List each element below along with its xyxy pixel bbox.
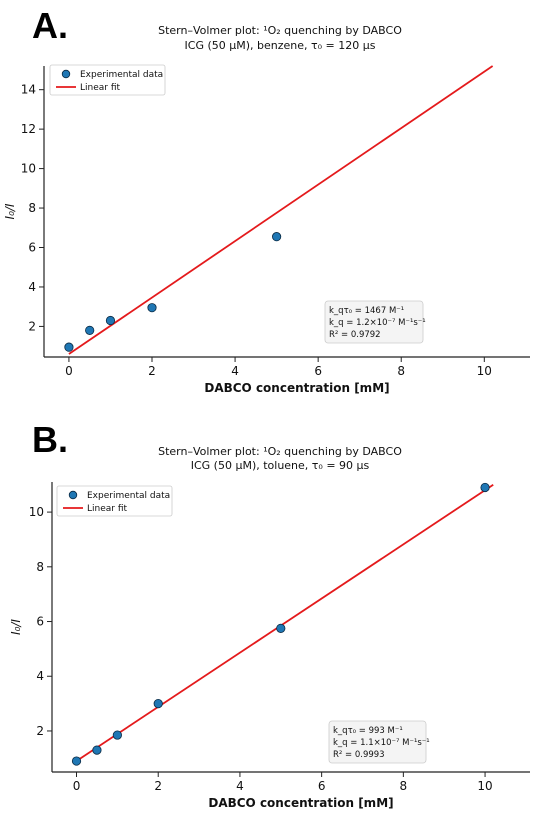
annotation-line: R² = 0.9993	[333, 750, 385, 760]
chart-panel-b: B. Stern–Volmer plot: ¹O₂ quenching by DA…	[9, 419, 530, 810]
y-tick-label: 6	[28, 241, 36, 255]
chart-subtitle: ICG (50 μM), toluene, τ₀ = 90 μs	[191, 459, 370, 472]
legend-box	[56, 485, 173, 517]
data-point	[272, 232, 282, 242]
x-tick-label: 10	[477, 779, 492, 793]
x-axis-label: DABCO concentration [mM]	[208, 796, 393, 810]
x-tick-label: 10	[477, 364, 492, 378]
legend-label-fit: Linear fit	[87, 504, 128, 514]
annotation-background	[324, 300, 424, 344]
data-point	[92, 745, 102, 755]
legend: Experimental data Linear fit	[49, 64, 166, 96]
panel-label: A.	[32, 5, 68, 46]
y-tick-label: 4	[36, 669, 44, 683]
x-tick-label: 8	[397, 364, 405, 378]
data-point	[64, 342, 74, 352]
x-tick-label: 0	[73, 779, 81, 793]
annotation-line: k_qτ₀ = 1467 M⁻¹	[329, 306, 404, 316]
legend-label-points: Experimental data	[80, 70, 163, 80]
annotation-line: k_q = 1.2×10⁻⁷ M⁻¹s⁻¹	[329, 318, 426, 328]
legend: Experimental data Linear fit	[56, 485, 173, 517]
y-tick-label: 10	[29, 505, 44, 519]
data-point	[71, 756, 82, 766]
y-tick-label: 8	[28, 201, 36, 215]
data-point	[105, 315, 116, 326]
y-tick-label: 8	[36, 560, 44, 574]
x-tick-label: 4	[231, 364, 239, 378]
legend-label-fit: Linear fit	[80, 83, 121, 93]
data-point	[480, 482, 490, 493]
legend-label-points: Experimental data	[87, 491, 170, 501]
data-point	[85, 325, 95, 335]
chart-title: Stern–Volmer plot: ¹O₂ quenching by DABC…	[158, 445, 402, 458]
y-tick-label: 2	[28, 319, 36, 333]
x-tick-label: 8	[400, 779, 408, 793]
annotation-box: k_qτ₀ = 993 M⁻¹ k_q = 1.1×10⁻⁷ M⁻¹s⁻¹ R² =…	[328, 720, 430, 764]
x-tick-label: 2	[148, 364, 156, 378]
fit-line	[68, 65, 494, 355]
legend-marker-points	[68, 490, 78, 500]
annotation-line: k_q = 1.1×10⁻⁷ M⁻¹s⁻¹	[333, 738, 430, 748]
panel-label: B.	[32, 419, 68, 460]
y-tick-label: 2	[36, 724, 44, 738]
x-tick-label: 2	[154, 779, 162, 793]
y-tick-label: 12	[21, 122, 36, 136]
y-axis-label: I₀/I	[3, 203, 17, 219]
y-tick-label: 10	[21, 162, 36, 176]
chart-subtitle: ICG (50 μM), benzene, τ₀ = 120 μs	[185, 39, 376, 52]
x-tick-label: 6	[314, 364, 322, 378]
annotation-background	[328, 720, 427, 764]
fit-line	[76, 483, 494, 762]
x-tick-label: 0	[65, 364, 73, 378]
y-tick-label: 4	[28, 280, 36, 294]
legend-marker-points	[61, 69, 71, 79]
x-tick-label: 4	[236, 779, 244, 793]
y-axis-label: I₀/I	[9, 619, 23, 635]
data-point	[276, 623, 286, 633]
annotation-line: k_qτ₀ = 993 M⁻¹	[333, 726, 403, 736]
annotation-line: R² = 0.9792	[329, 330, 381, 340]
chart-title: Stern–Volmer plot: ¹O₂ quenching by DABC…	[158, 24, 402, 37]
chart-panel-a: A. Stern–Volmer plot: ¹O₂ quenching by DA…	[3, 5, 530, 395]
annotation-box: k_qτ₀ = 1467 M⁻¹ k_q = 1.2×10⁻⁷ M⁻¹s⁻¹ R² …	[324, 300, 426, 344]
y-tick-label: 14	[21, 83, 36, 97]
data-point	[112, 730, 122, 740]
data-point	[147, 303, 157, 313]
y-tick-label: 6	[36, 615, 44, 629]
x-axis-label: DABCO concentration [mM]	[204, 381, 389, 395]
x-tick-label: 6	[318, 779, 326, 793]
data-point	[153, 699, 163, 709]
legend-box	[49, 64, 166, 96]
